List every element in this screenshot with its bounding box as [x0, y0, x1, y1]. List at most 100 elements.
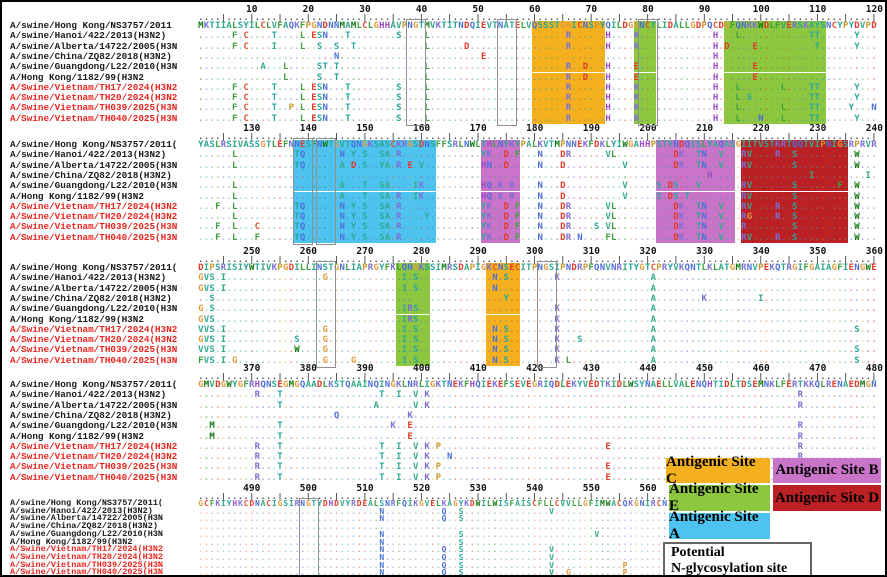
ruler-number: 430: [582, 363, 600, 374]
ruler-number: 250: [243, 246, 261, 257]
sequence-label: A/swine/Hong Kong/NS3757/2011(: [10, 498, 164, 508]
sequence-label: A/swine/China/ZQ82/2018(H3N2): [10, 50, 172, 62]
sequence-row: ......L..........TQ......N.Y.S..SA.R....…: [198, 212, 877, 223]
sequence-label: A/swine/Hanoi/422/2013(H3N2): [10, 30, 167, 42]
sequence-label: A/swine/Hong Kong/NS3757/2011(: [10, 379, 178, 390]
ruler-number: 510: [356, 483, 374, 494]
sequence-label: A/swine/Alberta/14722/2005(H3N: [10, 399, 178, 411]
ruler-number: 340: [752, 246, 770, 257]
legend-n-glycosylation-line2: N-glycosylation site: [671, 560, 788, 576]
ruler-number: 390: [356, 363, 374, 374]
ruler-number: 280: [412, 246, 431, 257]
sequence-row: ................................N.......…: [198, 506, 685, 516]
sequence-label: A/Swine/Vietnam/TH040/2025(H3N: [10, 354, 178, 366]
ruler-number: 310: [582, 246, 600, 257]
legend-antigenic-site-a-label: Antigenic Site A: [669, 509, 759, 542]
sequence-row: ........................................…: [198, 522, 684, 532]
sequence-row: ................................N.......…: [198, 568, 684, 577]
sequence-label: A/swine/China/ZQ82/2018(H3N2): [10, 169, 172, 181]
ruler-number: 500: [299, 483, 317, 494]
sequence-row: ......L..................A...T..SA....IK…: [198, 181, 877, 192]
sequence-label: A/swine/Alberta/14722/2005(H3N: [10, 159, 178, 171]
sequence-row: ...F..L..........TQ......N.Y.S..SA.R....…: [198, 201, 877, 213]
sequence-row: ................................N.......…: [198, 545, 684, 555]
sequence-label: A/swine/Guangdong/L22/2010(H3N: [10, 420, 178, 432]
sequence-row: ......F.C....T....L.ESN...T........S....…: [198, 82, 877, 94]
sequence-row: GVS.................................IRS.…: [198, 314, 877, 325]
ruler-ticks: ....|....|....|....|....|....|....|....|…: [198, 372, 877, 381]
ruler-number: 350: [809, 246, 827, 257]
ruler-number: 240: [865, 123, 883, 134]
sequence-label: A/swine/Hanoi/422/2013(H3N2): [10, 272, 167, 284]
ruler-number: 110: [809, 4, 827, 15]
sequence-label: A/swine/Hong Kong/NS3757/2011(: [10, 139, 178, 150]
ruler-number: 270: [356, 246, 374, 257]
ruler-number: 260: [299, 246, 317, 257]
n-glycosylation-box: [315, 138, 336, 245]
sequence-row: ......F.C....T....L.ESN...T........S....…: [198, 93, 877, 104]
ruler-number: 540: [526, 483, 544, 494]
sequence-label: A/Hong Kong/1182/99(H3N2: [10, 190, 144, 202]
n-glycosylation-box: [638, 19, 659, 126]
sequence-row: ................................N.......…: [198, 529, 684, 539]
ruler-number: 380: [299, 363, 317, 374]
sequence-row: ........................Q............K..…: [198, 410, 877, 421]
sequence-row: ......L..........TQ......N.Y.S..SA.R....…: [198, 150, 877, 161]
sequence-label: A/Swine/Vietnam/TH039/2025(H3N: [10, 221, 178, 233]
ruler-number: 490: [243, 483, 261, 494]
ruler-ticks: ....|....|....|....|....|....|....|....|…: [198, 132, 877, 141]
ruler-number: 120: [865, 4, 883, 15]
sequence-row: GMVDGWYGFRHQNSEGMGQAADLKSTQAAINQINGKLNRL…: [198, 380, 877, 390]
n-glycosylation-box: [496, 19, 517, 126]
ruler-number: 520: [412, 483, 431, 494]
ruler-number: 210: [695, 123, 714, 134]
sequence-label: A/swine/Hanoi/422/2013(H3N2): [10, 389, 167, 401]
ruler-number: 290: [469, 246, 487, 257]
sequence-row: ......L..................A...T..SA.R..IK…: [198, 191, 877, 202]
legend-antigenic-site-b: Antigenic Site B: [773, 458, 881, 483]
sequence-label: A/swine/Guangdong/L22/2010(H3N: [10, 303, 178, 315]
ruler-number: 50: [472, 4, 484, 15]
ruler-number: 130: [243, 123, 261, 134]
sequence-row: ................................N.......…: [198, 514, 684, 524]
sequence-row: FVS.I.G...............G....G........I.S.…: [198, 355, 877, 366]
legend-antigenic-site-d: Antigenic Site D: [773, 485, 881, 511]
sequence-label: A/Swine/Vietnam/TH17/2024(H3N2: [10, 200, 178, 212]
sequence-row: ................................N.......…: [198, 560, 684, 570]
sequence-row: MKTIIALSYILCLVFAQKFPGNDNNMAMLCLGHHAVPNGT…: [198, 21, 877, 32]
sequence-row: ..........R...T.................T..I..V.…: [198, 452, 877, 463]
ruler-number: 100: [752, 4, 770, 15]
sequence-label: A/swine/China/ZQ82/2018(H3N2): [10, 292, 172, 304]
sequence-label: A/Swine/Vietnam/TH039/2025(H3N: [10, 559, 164, 570]
sequence-label: A/swine/Hanoi/422/2013(H3N2): [10, 505, 153, 516]
ruler-number: 330: [695, 246, 714, 257]
ruler-number: 300: [526, 246, 544, 257]
sequence-label: A/Hong Kong/1182/99(H3N2: [10, 313, 144, 325]
sequence-label: A/swine/Alberta/14722/2005(H3N: [10, 282, 178, 294]
sequence-row: VVS.I............W....G.............I.S.…: [198, 345, 877, 356]
ruler-ticks: ....|....|....|....|....|....|....|....|…: [198, 255, 877, 264]
sequence-label: A/Swine/Vietnam/TH040/2025(H3N: [10, 112, 178, 124]
legend-antigenic-site-a: Antigenic Site A: [669, 509, 770, 542]
ruler-number: 10: [246, 4, 258, 15]
ruler-number: 30: [359, 4, 371, 15]
ruler-number: 480: [865, 363, 883, 374]
ruler-number: 440: [639, 363, 657, 374]
sequence-label: A/Swine/Vietnam/TH20/2024(H3N2: [10, 211, 178, 223]
sequence-row: ......F.C....I....L..S..S..T............…: [198, 41, 877, 52]
n-glycosylation-box: [315, 261, 336, 368]
ruler-number: 150: [356, 123, 374, 134]
ruler-number: 180: [526, 123, 544, 134]
ruler-number: 410: [469, 363, 487, 374]
sequence-label: A/Swine/Vietnam/TH039/2025(H3N: [10, 461, 178, 473]
legend-antigenic-site-c-label: Antigenic Site C: [666, 453, 756, 487]
sequence-label: A/Swine/Vietnam/TH040/2025(H3N: [10, 231, 178, 243]
sequence-row: ...F..L...F......TQ......N.Y.S..SA.R....…: [198, 232, 877, 243]
sequence-label: A/swine/Alberta/14722/2005(H3N: [10, 40, 178, 52]
sequence-row: ..........R...T.................T..I..V.…: [198, 390, 877, 401]
sequence-label: A/swine/China/ZQ82/2018(H3N2): [10, 409, 172, 421]
ruler-number: 170: [469, 123, 487, 134]
ruler-number: 140: [299, 123, 317, 134]
n-glycosylation-box: [536, 261, 557, 368]
